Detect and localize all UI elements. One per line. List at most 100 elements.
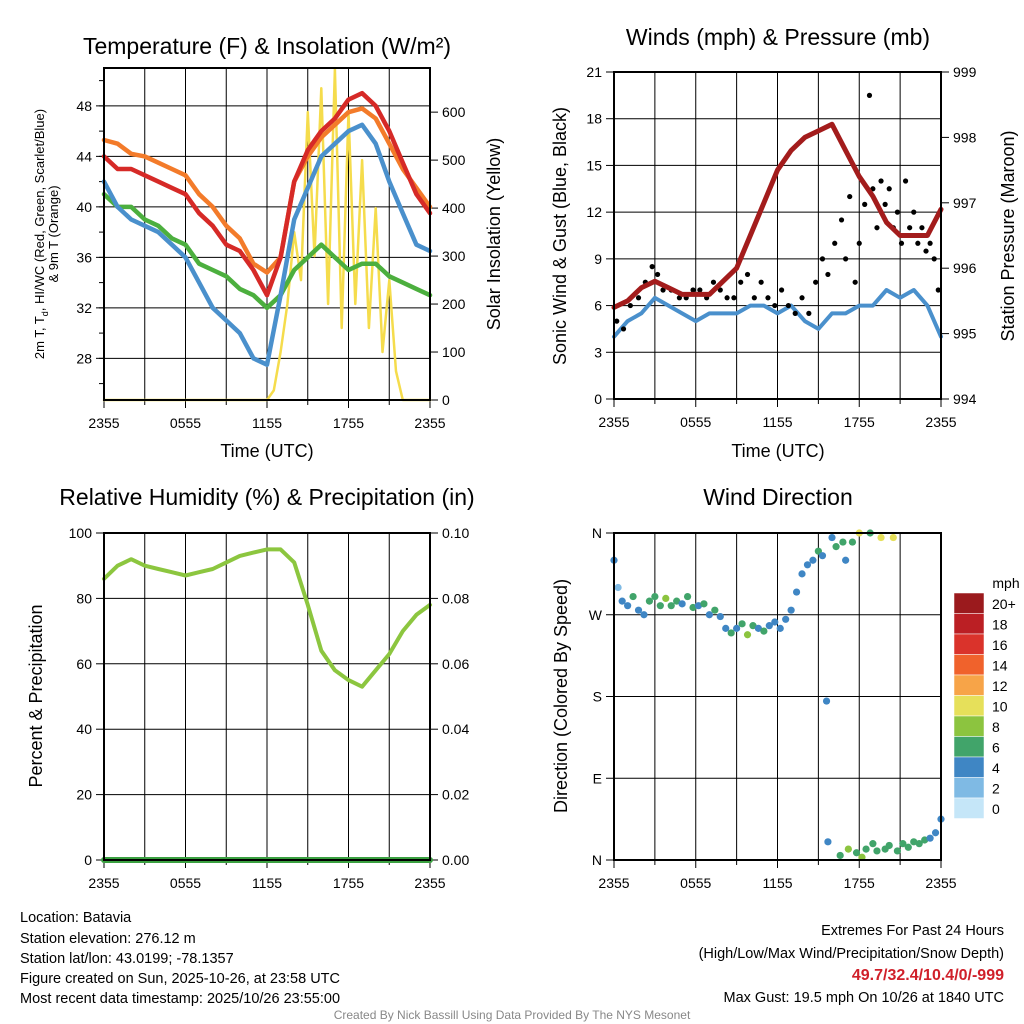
wind-direction-point <box>705 611 713 619</box>
humidity-chart-title: Relative Humidity (%) & Precipitation (i… <box>59 484 474 510</box>
gust-point <box>832 240 838 246</box>
gust-point <box>866 92 873 98</box>
gust-point <box>627 302 633 309</box>
wind-direction-point <box>899 840 907 848</box>
extremes-subtitle: (High/Low/Max Wind/Precipitation/Snow De… <box>699 946 1004 962</box>
gust-point <box>620 326 627 332</box>
gust-point <box>911 209 917 215</box>
y-tick-label: 6 <box>594 298 602 314</box>
right-y-tick-label: 600 <box>442 104 466 120</box>
gust-point <box>772 302 778 309</box>
wind-direction-point <box>624 602 632 610</box>
legend-label: 16 <box>992 637 1008 653</box>
gust-point <box>649 264 655 270</box>
legend-swatch <box>953 654 985 676</box>
gust-point <box>856 240 862 246</box>
legend-label: 12 <box>992 678 1008 694</box>
x-tick-label: 1155 <box>762 875 792 891</box>
right-y-tick-label: 995 <box>953 326 977 342</box>
wind-direction-point <box>931 829 940 837</box>
gust-point <box>852 279 858 285</box>
gust-point <box>915 240 921 246</box>
wind-direction-point <box>873 847 881 855</box>
gust-point <box>847 193 853 200</box>
gust-point <box>874 225 880 231</box>
right-y-tick-label: 999 <box>953 64 977 80</box>
y-tick-label: 12 <box>586 204 602 220</box>
x-tick-label: 2355 <box>925 414 956 430</box>
wind-direction-point <box>910 838 918 846</box>
right-y-tick-label: 997 <box>953 195 977 211</box>
x-tick-label: 2355 <box>88 415 119 431</box>
gust-point <box>902 178 909 184</box>
pressure-y-axis-label: Station Pressure (Maroon) <box>998 130 1018 341</box>
wind-direction-point <box>792 588 801 596</box>
x-tick-label: 2355 <box>414 875 445 891</box>
y-tick-label: 18 <box>586 111 602 127</box>
wind-direction-point <box>614 583 622 592</box>
gust-point <box>792 310 798 316</box>
gust-point <box>710 279 717 285</box>
wind-direction-point <box>787 606 795 614</box>
x-tick-label: 1755 <box>333 875 364 891</box>
y-tick-label: 48 <box>76 98 92 114</box>
legend-swatch <box>953 756 985 778</box>
wind-direction-point <box>832 543 840 551</box>
wind-direction-point <box>618 597 626 605</box>
legend-swatch <box>953 797 985 819</box>
wind-direction-point <box>782 615 790 623</box>
wind-direction-point <box>683 592 692 601</box>
wind-direction-point <box>727 629 735 637</box>
gust-point <box>894 209 901 215</box>
wind-direction-point <box>738 620 746 628</box>
wind-direction-point <box>700 600 708 608</box>
wind-direction-point <box>915 840 923 848</box>
legend-label: 2 <box>992 781 1000 797</box>
plot-frame <box>613 71 942 400</box>
gust-point <box>765 295 771 301</box>
wind-direction-point <box>662 594 670 603</box>
right-y-tick-label: 0.04 <box>442 721 469 737</box>
legend-swatch <box>953 674 985 696</box>
gust-point <box>660 287 666 293</box>
x-tick-label: 1755 <box>844 875 875 891</box>
wind-direction-point <box>862 845 870 853</box>
wind-direction-point <box>869 840 877 848</box>
gust-point <box>819 256 826 262</box>
gust-point <box>878 178 884 184</box>
x-tick-label: 2355 <box>598 875 629 891</box>
legend-swatch <box>953 633 985 655</box>
wind-direction-point <box>904 843 912 851</box>
gust-point <box>635 295 642 301</box>
wind-direction-point <box>711 606 719 614</box>
wind-direction-point <box>818 552 827 560</box>
gust-point <box>813 279 819 285</box>
legend-swatch <box>953 777 985 799</box>
wind-direction-point <box>640 611 648 619</box>
right-y-tick-label: 996 <box>953 260 977 276</box>
wind-direction-point <box>771 618 779 626</box>
gust-point <box>898 240 905 246</box>
wind-direction-point <box>921 836 929 844</box>
gust-point <box>799 295 805 301</box>
y-tick-label: 21 <box>586 64 602 80</box>
winds-x-axis-label: Time (UTC) <box>731 441 824 461</box>
gust-point <box>923 248 929 254</box>
wind-direction-point <box>651 592 659 601</box>
y-tick-label: 80 <box>76 590 92 606</box>
winds-y-axis-label: Sonic Wind & Gust (Blue, Black) <box>550 107 570 365</box>
x-tick-label: 1155 <box>762 414 792 430</box>
wind-direction-point <box>839 538 847 546</box>
x-tick-label: 1755 <box>844 414 875 430</box>
gust-point <box>751 295 757 301</box>
credit-text: Created By Nick Bassill Using Data Provi… <box>334 1008 691 1022</box>
temperature-chart-title: Temperature (F) & Insolation (W/m²) <box>83 33 451 59</box>
gust-point <box>843 256 849 262</box>
right-y-tick-label: 400 <box>442 200 466 216</box>
gust-point <box>744 271 751 278</box>
wind-direction-point <box>733 624 741 632</box>
x-tick-label: 2355 <box>598 414 629 430</box>
wind-direction-point <box>749 622 757 630</box>
gust-point <box>825 271 831 278</box>
wind-direction-point <box>822 697 831 705</box>
